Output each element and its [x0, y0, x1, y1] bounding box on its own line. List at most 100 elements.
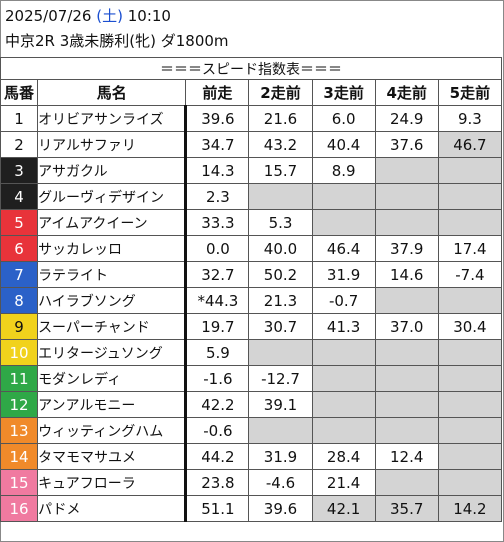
horse-number: 2 — [0, 131, 39, 158]
speed-index-5 — [437, 365, 503, 392]
horse-number: 16 — [0, 495, 39, 522]
table-row: 2 リアルサファリ 34.7 43.2 40.4 37.6 46.7 — [0, 131, 503, 158]
speed-index-4: 12.4 — [374, 443, 439, 470]
horse-name: オリビアサンライズ — [37, 105, 188, 132]
column-header-last-race: 前走 — [185, 79, 250, 106]
speed-index-3: 46.4 — [311, 235, 376, 262]
speed-index-4 — [374, 183, 439, 210]
horse-number: 6 — [0, 235, 39, 262]
speed-index-3: 42.1 — [311, 495, 376, 522]
speed-index-1: 42.2 — [185, 391, 250, 418]
horse-name: タマモマサユメ — [37, 443, 188, 470]
table-row: 3 アサガクル 14.3 15.7 8.9 — [0, 157, 503, 184]
speed-index-4 — [374, 391, 439, 418]
speed-index-3: 28.4 — [311, 443, 376, 470]
speed-index-4 — [374, 417, 439, 444]
speed-index-4 — [374, 157, 439, 184]
horse-number: 14 — [0, 443, 39, 470]
speed-index-1: 33.3 — [185, 209, 250, 236]
speed-index-1: 23.8 — [185, 469, 250, 496]
horse-name: サッカレッロ — [37, 235, 188, 262]
table-row: 13 ウィッティングハム -0.6 — [0, 417, 503, 444]
table-row: 1 オリビアサンライズ 39.6 21.6 6.0 24.9 9.3 — [0, 105, 503, 132]
speed-index-1: -1.6 — [185, 365, 250, 392]
speed-index-1: 14.3 — [185, 157, 250, 184]
horse-name: リアルサファリ — [37, 131, 188, 158]
horse-number: 4 — [0, 183, 39, 210]
speed-index-3 — [311, 183, 376, 210]
speed-index-1: 34.7 — [185, 131, 250, 158]
speed-index-5: 14.2 — [437, 495, 503, 522]
speed-index-2: 50.2 — [248, 261, 313, 288]
speed-index-2: 43.2 — [248, 131, 313, 158]
speed-index-4: 37.6 — [374, 131, 439, 158]
speed-index-2 — [248, 183, 313, 210]
table-row: 4 グルーヴィデザイン 2.3 — [0, 183, 503, 210]
speed-index-2: 5.3 — [248, 209, 313, 236]
table-row: 10 エリタージュソング 5.9 — [0, 339, 503, 366]
horse-name: ラテライト — [37, 261, 188, 288]
speed-index-1: 32.7 — [185, 261, 250, 288]
column-header-5-races-ago: 5走前 — [437, 79, 503, 106]
column-header-2-races-ago: 2走前 — [248, 79, 313, 106]
column-header-number: 馬番 — [0, 79, 39, 106]
speed-index-3: 31.9 — [311, 261, 376, 288]
speed-index-3: -0.7 — [311, 287, 376, 314]
speed-index-1: -0.6 — [185, 417, 250, 444]
speed-index-4 — [374, 469, 439, 496]
speed-index-5 — [437, 157, 503, 184]
table-row: 5 アイムアクイーン 33.3 5.3 — [0, 209, 503, 236]
horse-number: 15 — [0, 469, 39, 496]
speed-index-4: 37.9 — [374, 235, 439, 262]
speed-index-3: 21.4 — [311, 469, 376, 496]
horse-name: アイムアクイーン — [37, 209, 188, 236]
table-header-row: 馬番 馬名 前走 2走前 3走前 4走前 5走前 — [0, 79, 503, 106]
horse-number: 1 — [0, 105, 39, 132]
table-banner: ＝＝＝スピード指数表＝＝＝ — [0, 57, 502, 80]
horse-name: グルーヴィデザイン — [37, 183, 188, 210]
speed-index-5 — [437, 339, 503, 366]
speed-index-1: 0.0 — [185, 235, 250, 262]
table-row: 6 サッカレッロ 0.0 40.0 46.4 37.9 17.4 — [0, 235, 503, 262]
horse-name: モダンレディ — [37, 365, 188, 392]
speed-index-1: 2.3 — [185, 183, 250, 210]
speed-index-5 — [437, 469, 503, 496]
horse-name: エリタージュソング — [37, 339, 188, 366]
race-date: 2025/07/26 — [5, 7, 92, 25]
horse-number: 5 — [0, 209, 39, 236]
race-time: 10:10 — [127, 7, 171, 25]
race-datetime: 2025/07/26 (土) 10:10 — [5, 6, 171, 26]
speed-index-1: 44.2 — [185, 443, 250, 470]
column-header-4-races-ago: 4走前 — [374, 79, 439, 106]
speed-index-3: 8.9 — [311, 157, 376, 184]
speed-index-4 — [374, 209, 439, 236]
speed-index-1: 5.9 — [185, 339, 250, 366]
speed-index-4 — [374, 365, 439, 392]
speed-index-2: 30.7 — [248, 313, 313, 340]
speed-index-2 — [248, 339, 313, 366]
race-weekday: (土) — [96, 7, 123, 25]
horse-number: 12 — [0, 391, 39, 418]
column-header-horse-name: 馬名 — [37, 79, 187, 106]
speed-index-2: 39.1 — [248, 391, 313, 418]
speed-index-2: 40.0 — [248, 235, 313, 262]
speed-index-2: -12.7 — [248, 365, 313, 392]
speed-index-5 — [437, 391, 503, 418]
speed-index-5 — [437, 209, 503, 236]
speed-index-5 — [437, 287, 503, 314]
horse-number: 8 — [0, 287, 39, 314]
table-row: 11 モダンレディ -1.6 -12.7 — [0, 365, 503, 392]
horse-number: 7 — [0, 261, 39, 288]
speed-index-2: 39.6 — [248, 495, 313, 522]
speed-index-2: 21.3 — [248, 287, 313, 314]
table-row: 14 タマモマサユメ 44.2 31.9 28.4 12.4 — [0, 443, 503, 470]
speed-index-2 — [248, 417, 313, 444]
table-row: 8 ハイラブソング *44.3 21.3 -0.7 — [0, 287, 503, 314]
race-info: 中京2R 3歳未勝利(牝) ダ1800m — [5, 32, 229, 50]
horse-name: スーパーチャンド — [37, 313, 188, 340]
column-header-3-races-ago: 3走前 — [311, 79, 376, 106]
speed-index-2: 31.9 — [248, 443, 313, 470]
horse-name: ハイラブソング — [37, 287, 188, 314]
horse-number: 13 — [0, 417, 39, 444]
speed-index-5: -7.4 — [437, 261, 503, 288]
